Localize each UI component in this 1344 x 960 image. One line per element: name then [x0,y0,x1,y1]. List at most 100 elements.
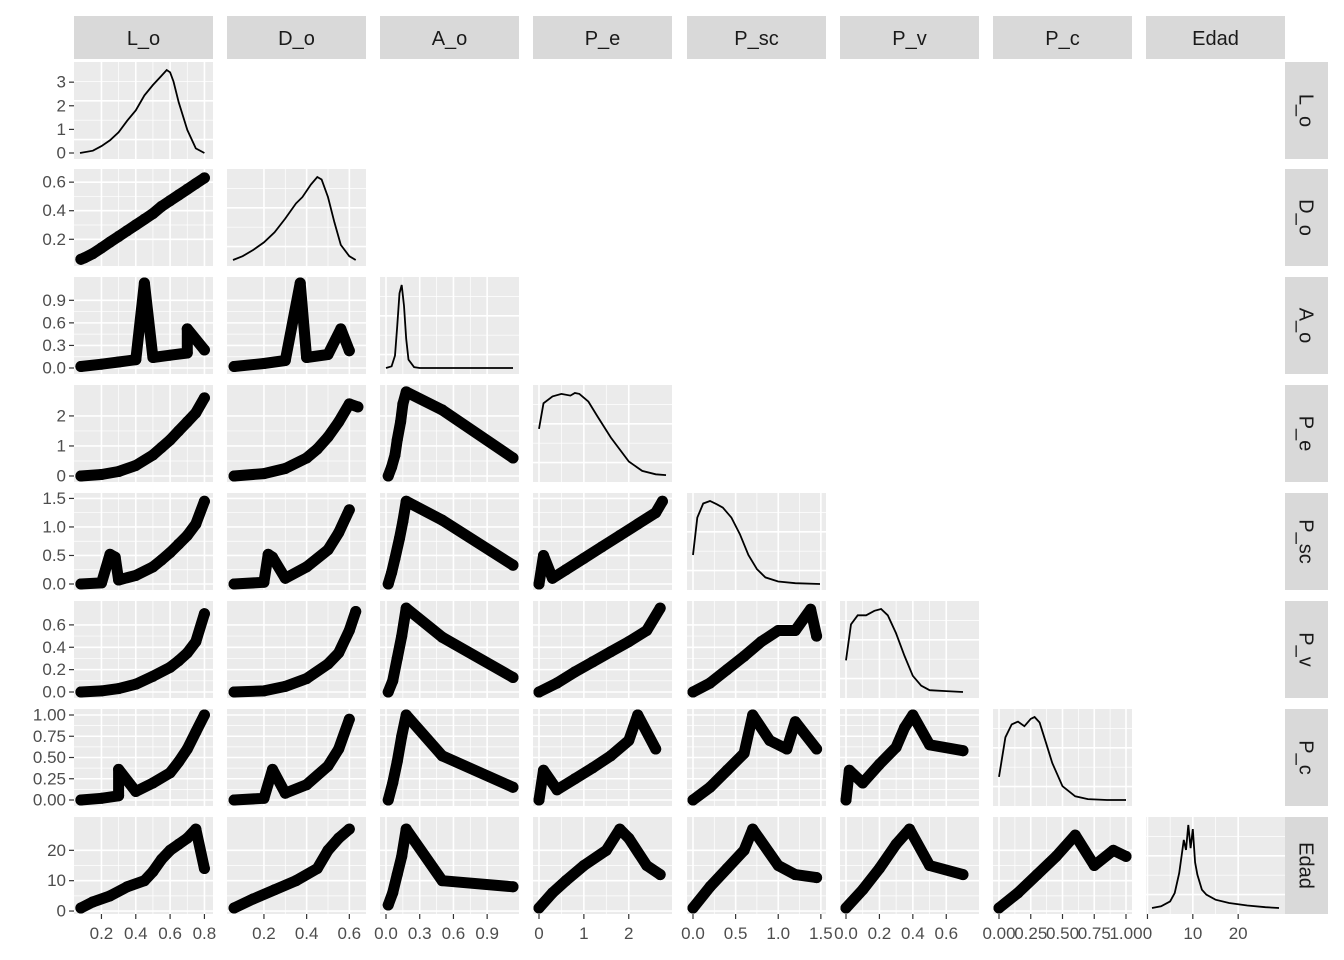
strip-top-P_sc [687,16,826,59]
strip-right-label: P_e [1295,416,1317,452]
x-tick-label: 0.6 [158,924,182,943]
panel-P_c-P_c [993,709,1132,806]
y-tick-label: 0.0 [42,359,66,378]
y-tick-label: 1 [57,120,66,139]
panel-background [533,385,672,482]
y-tick-label: 3 [57,73,66,92]
strip-top-label: P_v [892,28,926,50]
strip-right-label: P_v [1295,632,1317,666]
scatter-band [840,823,969,914]
panel-A_o-A_o [380,277,519,374]
y-tick-label: 0.25 [33,769,66,788]
scatter-band [228,277,355,372]
strip-top-P_c [993,16,1132,59]
x-tick-label: 1.0 [766,924,790,943]
scatter-band [533,823,666,914]
scatter-band [687,709,823,806]
panel-P_sc-P_v [687,601,826,698]
x-tick-label: 1.00 [1109,924,1142,943]
scatter-band [228,606,362,698]
panel-L_o-L_o [74,62,213,159]
x-tick-label: 0.2 [868,924,892,943]
y-tick-label: 0.6 [42,313,66,332]
strip-right-L_o [1285,62,1328,159]
y-tick-label: 0.0 [42,683,66,702]
x-tick-label: 0.4 [124,924,148,943]
x-tick-label: 0.3 [408,924,432,943]
strip-right-Edad [1285,817,1328,914]
scatter-band [228,398,364,482]
strip-right-label: P_c [1295,740,1317,774]
panel-background [74,62,213,159]
y-tick-label: 0 [57,902,66,921]
panel-P_c-Edad [993,817,1132,914]
panel-P_v-Edad [840,817,979,914]
panel-L_o-D_o [74,169,213,266]
x-tick-label: 0.9 [475,924,499,943]
panel-background [74,385,213,482]
panel-Edad-Edad [1146,817,1285,914]
y-tick-label: 1.0 [42,517,66,536]
scatter-band [75,277,210,372]
x-tick-label: 0.0 [681,924,705,943]
y-tick-label: 0.3 [42,336,66,355]
y-tick-label: 0.9 [42,291,66,310]
strip-top-label: Edad [1192,28,1239,50]
scatter-band [382,823,519,911]
y-tick-label: 2 [57,96,66,115]
scatter-band [75,392,210,482]
strip-right-label: A_o [1295,308,1317,344]
density-line-P_sc [692,500,821,585]
strip-top-label: L_o [127,28,160,50]
y-tick-label: 0 [57,144,66,163]
strip-top-label: P_e [585,28,621,50]
y-tick-label: 0 [57,467,66,486]
scatter-band [687,603,823,698]
x-tick-label: 0.0 [834,924,858,943]
panel-D_o-P_v [227,601,366,698]
x-tick-label: 1 [579,924,588,943]
scatter-band [993,829,1132,914]
panel-L_o-A_o [74,277,213,374]
panel-P_v-P_c [840,709,979,806]
strip-right-P_sc [1285,493,1328,590]
x-tick-label: 0.5 [724,924,748,943]
density-line-P_c [998,715,1126,801]
scatter-band [382,386,519,482]
density-line-P_v [845,608,964,693]
strip-top-P_v [840,16,979,59]
y-tick-label: 2 [57,406,66,425]
panel-D_o-D_o [227,169,366,266]
x-tick-label: 20 [1229,924,1248,943]
density-line-Edad [1151,824,1280,909]
x-tick-label: 0.0 [374,924,398,943]
scatter-band [533,495,668,590]
scatter-band [533,709,662,806]
scatter-band [687,823,823,914]
x-tick-label: 0 [534,924,543,943]
panel-L_o-P_c [74,709,213,806]
strip-top-L_o [74,16,213,59]
y-tick-label: 20 [47,841,66,860]
y-tick-label: 0.5 [42,546,66,565]
y-tick-label: 0.00 [33,791,66,810]
panel-P_e-Edad [533,817,672,914]
scatter-band [228,713,355,806]
strip-right-P_c [1285,709,1328,806]
strip-top-A_o [380,16,519,59]
x-tick-label: 1.5 [809,924,833,943]
y-tick-label: 10 [47,871,66,890]
panel-background [227,169,366,266]
x-tick-label: 0.25 [1014,924,1047,943]
y-tick-label: 1 [57,436,66,455]
panel-P_sc-Edad [687,817,826,914]
scatter-band [382,602,519,698]
panel-background [687,493,826,590]
x-tick-label: 0.50 [1046,924,1079,943]
strip-top-Edad [1146,16,1285,59]
scatter-band [75,172,210,265]
y-tick-label: 1.5 [42,489,66,508]
panel-P_e-P_v [533,601,672,698]
strip-top-D_o [227,16,366,59]
scatter-band [533,602,666,698]
